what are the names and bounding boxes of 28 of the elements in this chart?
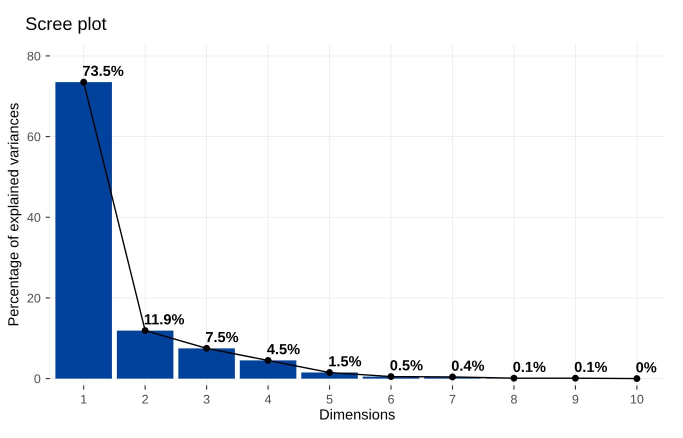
x-tick-label: 5: [326, 394, 332, 404]
x-axis-title: Dimensions: [320, 408, 395, 420]
data-label: 0.4%: [452, 360, 484, 371]
y-tick-label: 20: [28, 294, 40, 303]
y-tick-label: 60: [28, 132, 40, 142]
x-tick-label: 10: [630, 394, 644, 404]
y-axis-title: Percentage of explained variances: [8, 103, 22, 326]
data-label: 7.5%: [206, 332, 238, 342]
y-tick-label: 80: [27, 52, 40, 61]
x-tick-label: 3: [204, 394, 210, 404]
data-label: 1.5%: [329, 356, 362, 366]
x-tick-label: 7: [450, 394, 456, 404]
x-tick-label: 4: [264, 394, 272, 404]
data-label: 4.5%: [267, 344, 300, 354]
y-tick-label: 0: [34, 374, 40, 384]
data-label: 11.9%: [144, 314, 184, 324]
data-label: 0%: [636, 362, 656, 372]
y-tick-label: 40: [27, 213, 40, 222]
data-label: 0.5%: [390, 360, 423, 370]
x-tick-label: 8: [511, 394, 517, 404]
x-tick-label: 6: [388, 394, 394, 404]
x-tick-label: 9: [572, 394, 578, 404]
data-label: 73.5%: [83, 66, 124, 76]
data-label: 0.1%: [574, 362, 608, 372]
x-tick-label: 1: [81, 394, 87, 404]
chart-title: Scree plot: [26, 16, 106, 34]
data-label: 0.1%: [513, 362, 546, 372]
x-tick-label: 2: [142, 394, 148, 404]
